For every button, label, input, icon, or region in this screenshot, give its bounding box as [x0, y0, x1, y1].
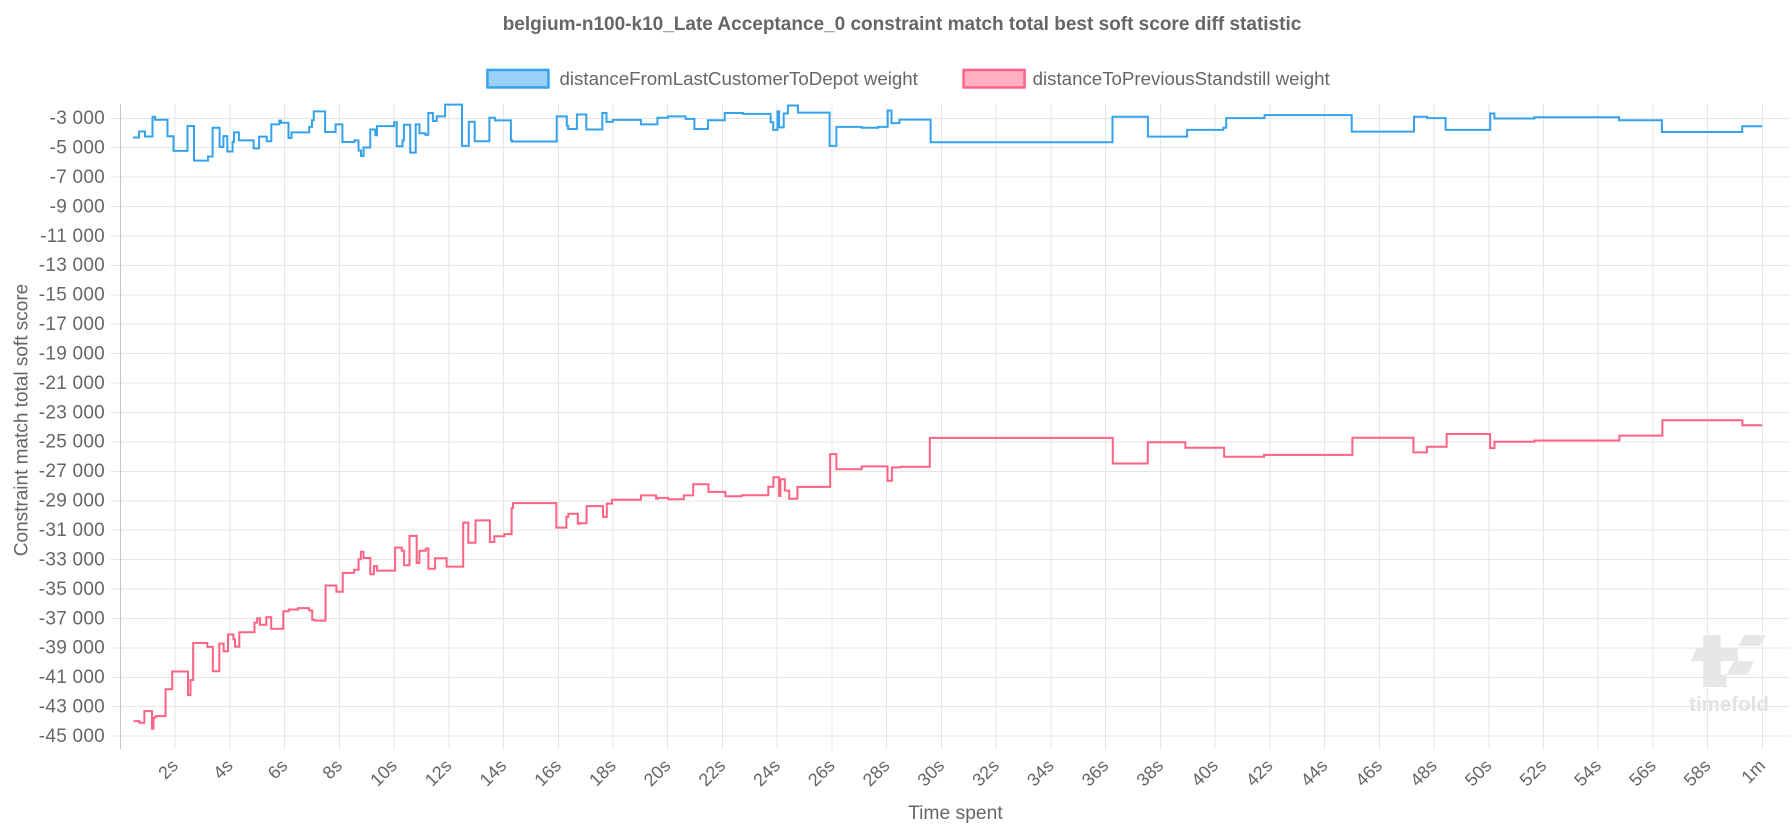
- svg-text:-19 000: -19 000: [39, 344, 105, 365]
- svg-text:10s: 10s: [366, 755, 401, 790]
- svg-text:-11 000: -11 000: [40, 226, 105, 247]
- svg-text:22s: 22s: [695, 755, 730, 790]
- svg-text:8s: 8s: [319, 755, 347, 783]
- svg-text:-31 000: -31 000: [39, 520, 105, 541]
- svg-text:6s: 6s: [264, 755, 292, 783]
- svg-text:-41 000: -41 000: [39, 667, 105, 688]
- svg-text:34s: 34s: [1023, 755, 1058, 790]
- svg-text:2s: 2s: [154, 755, 182, 783]
- svg-text:50s: 50s: [1461, 755, 1496, 790]
- svg-text:Time spent: Time spent: [908, 803, 1003, 824]
- svg-text:-45 000: -45 000: [39, 726, 105, 747]
- svg-text:-13 000: -13 000: [39, 255, 105, 276]
- svg-text:distanceFromLastCustomerToDepo: distanceFromLastCustomerToDepot weight: [560, 68, 919, 89]
- svg-text:24s: 24s: [749, 755, 784, 790]
- svg-text:30s: 30s: [914, 755, 949, 790]
- svg-text:4s: 4s: [209, 755, 237, 783]
- svg-text:-27 000: -27 000: [39, 461, 105, 482]
- svg-text:-37 000: -37 000: [39, 608, 105, 629]
- svg-text:Constraint match total soft sc: Constraint match total soft score: [12, 284, 33, 556]
- svg-text:-17 000: -17 000: [39, 314, 105, 335]
- svg-text:48s: 48s: [1406, 755, 1441, 790]
- svg-text:16s: 16s: [530, 755, 565, 790]
- svg-text:-5 000: -5 000: [50, 138, 105, 159]
- svg-text:40s: 40s: [1187, 755, 1222, 790]
- svg-text:-23 000: -23 000: [39, 402, 105, 423]
- svg-text:1m: 1m: [1737, 755, 1769, 787]
- svg-text:-33 000: -33 000: [39, 549, 105, 570]
- svg-text:belgium-n100-k10_Late Acceptan: belgium-n100-k10_Late Acceptance_0 const…: [503, 14, 1302, 35]
- svg-text:18s: 18s: [585, 755, 620, 790]
- svg-text:32s: 32s: [968, 755, 1003, 790]
- svg-text:-15 000: -15 000: [39, 285, 105, 306]
- svg-text:-35 000: -35 000: [39, 579, 105, 600]
- svg-text:42s: 42s: [1242, 755, 1277, 790]
- svg-text:52s: 52s: [1516, 755, 1551, 790]
- svg-text:36s: 36s: [1078, 755, 1113, 790]
- svg-text:38s: 38s: [1133, 755, 1168, 790]
- svg-text:56s: 56s: [1625, 755, 1660, 790]
- svg-text:-25 000: -25 000: [39, 432, 105, 453]
- svg-text:44s: 44s: [1297, 755, 1332, 790]
- svg-text:-21 000: -21 000: [39, 373, 105, 394]
- svg-text:58s: 58s: [1680, 755, 1715, 790]
- svg-text:14s: 14s: [476, 755, 511, 790]
- svg-text:-9 000: -9 000: [50, 196, 105, 217]
- svg-text:timefold: timefold: [1689, 693, 1769, 716]
- svg-text:54s: 54s: [1570, 755, 1605, 790]
- svg-text:-7 000: -7 000: [50, 167, 105, 188]
- svg-text:-29 000: -29 000: [39, 491, 105, 512]
- svg-text:-3 000: -3 000: [50, 108, 105, 129]
- svg-text:12s: 12s: [421, 755, 456, 790]
- svg-text:distanceToPreviousStandstill w: distanceToPreviousStandstill weight: [1033, 68, 1331, 89]
- svg-text:26s: 26s: [804, 755, 839, 790]
- svg-text:-43 000: -43 000: [39, 697, 105, 718]
- svg-text:46s: 46s: [1351, 755, 1386, 790]
- svg-text:20s: 20s: [640, 755, 675, 790]
- svg-text:28s: 28s: [859, 755, 894, 790]
- svg-text:-39 000: -39 000: [39, 638, 105, 659]
